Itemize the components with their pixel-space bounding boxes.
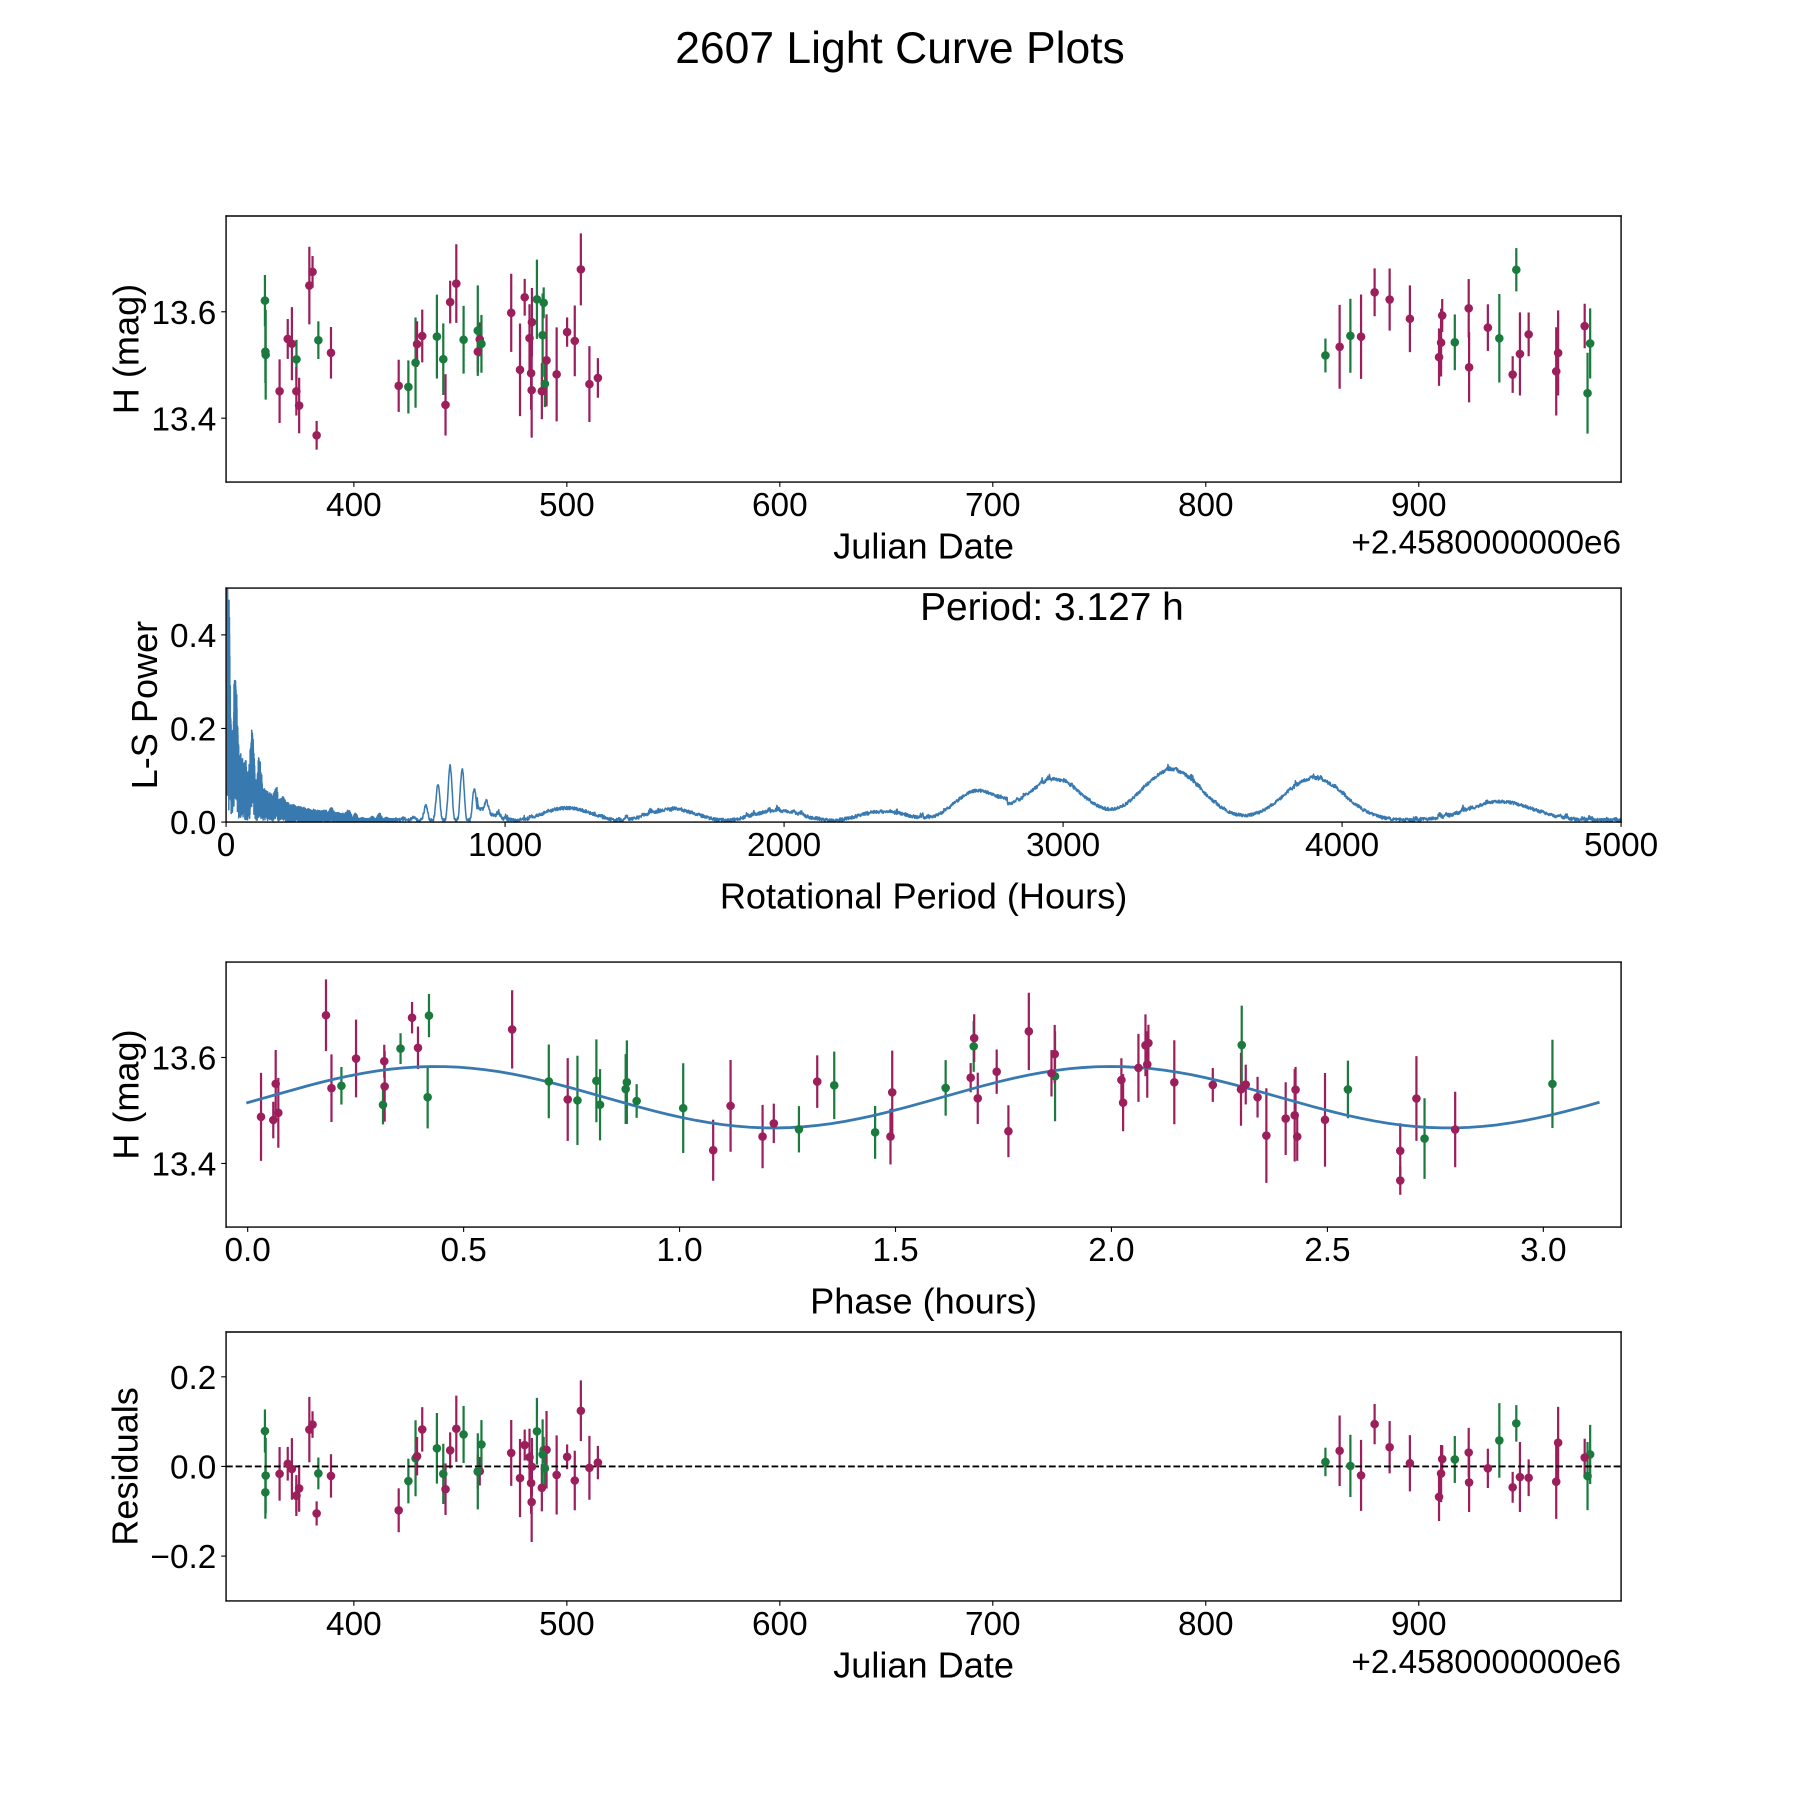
svg-text:600: 600 bbox=[752, 487, 808, 524]
svg-text:1.0: 1.0 bbox=[656, 1232, 702, 1269]
svg-text:600: 600 bbox=[752, 1606, 808, 1643]
svg-text:700: 700 bbox=[965, 1606, 1021, 1643]
svg-text:Period: 3.127 h: Period: 3.127 h bbox=[920, 586, 1184, 629]
svg-text:2000: 2000 bbox=[747, 827, 821, 864]
svg-text:0.2: 0.2 bbox=[170, 1360, 216, 1397]
svg-text:800: 800 bbox=[1178, 487, 1234, 524]
svg-text:800: 800 bbox=[1178, 1606, 1234, 1643]
svg-text:400: 400 bbox=[326, 1606, 382, 1643]
svg-text:2.0: 2.0 bbox=[1088, 1232, 1134, 1269]
svg-text:2607 Light Curve Plots: 2607 Light Curve Plots bbox=[675, 24, 1125, 73]
svg-text:0.5: 0.5 bbox=[440, 1232, 486, 1269]
svg-text:−0.2: −0.2 bbox=[151, 1539, 217, 1576]
svg-text:Julian Date: Julian Date bbox=[833, 526, 1014, 567]
svg-text:400: 400 bbox=[326, 487, 382, 524]
svg-text:2.5: 2.5 bbox=[1304, 1232, 1350, 1269]
svg-text:+2.4580000000e6: +2.4580000000e6 bbox=[1351, 525, 1621, 562]
svg-text:H (mag): H (mag) bbox=[105, 284, 146, 414]
svg-text:0.4: 0.4 bbox=[170, 618, 216, 655]
svg-text:H (mag): H (mag) bbox=[105, 1029, 146, 1159]
svg-text:13.6: 13.6 bbox=[151, 1041, 216, 1078]
svg-text:0.0: 0.0 bbox=[170, 1450, 216, 1487]
svg-text:+2.4580000000e6: +2.4580000000e6 bbox=[1351, 1644, 1621, 1681]
svg-text:L-S Power: L-S Power bbox=[124, 621, 165, 790]
svg-text:1.5: 1.5 bbox=[872, 1232, 918, 1269]
svg-text:Julian Date: Julian Date bbox=[833, 1645, 1014, 1686]
svg-text:500: 500 bbox=[539, 487, 595, 524]
svg-text:4000: 4000 bbox=[1305, 827, 1379, 864]
svg-text:Phase (hours): Phase (hours) bbox=[810, 1280, 1037, 1321]
svg-text:13.4: 13.4 bbox=[151, 1147, 216, 1184]
svg-text:700: 700 bbox=[965, 487, 1021, 524]
svg-text:0.2: 0.2 bbox=[170, 712, 216, 749]
svg-text:Rotational Period (Hours): Rotational Period (Hours) bbox=[720, 875, 1127, 916]
svg-text:Residuals: Residuals bbox=[105, 1387, 146, 1546]
svg-text:13.4: 13.4 bbox=[151, 401, 216, 438]
svg-text:0.0: 0.0 bbox=[170, 805, 216, 842]
svg-text:5000: 5000 bbox=[1584, 827, 1658, 864]
svg-text:500: 500 bbox=[539, 1606, 595, 1643]
svg-text:13.6: 13.6 bbox=[151, 295, 216, 332]
svg-text:900: 900 bbox=[1391, 487, 1447, 524]
svg-text:900: 900 bbox=[1391, 1606, 1447, 1643]
svg-text:0: 0 bbox=[217, 827, 236, 864]
svg-text:0.0: 0.0 bbox=[225, 1232, 271, 1269]
svg-text:3.0: 3.0 bbox=[1520, 1232, 1566, 1269]
svg-text:3000: 3000 bbox=[1026, 827, 1100, 864]
svg-text:1000: 1000 bbox=[468, 827, 542, 864]
